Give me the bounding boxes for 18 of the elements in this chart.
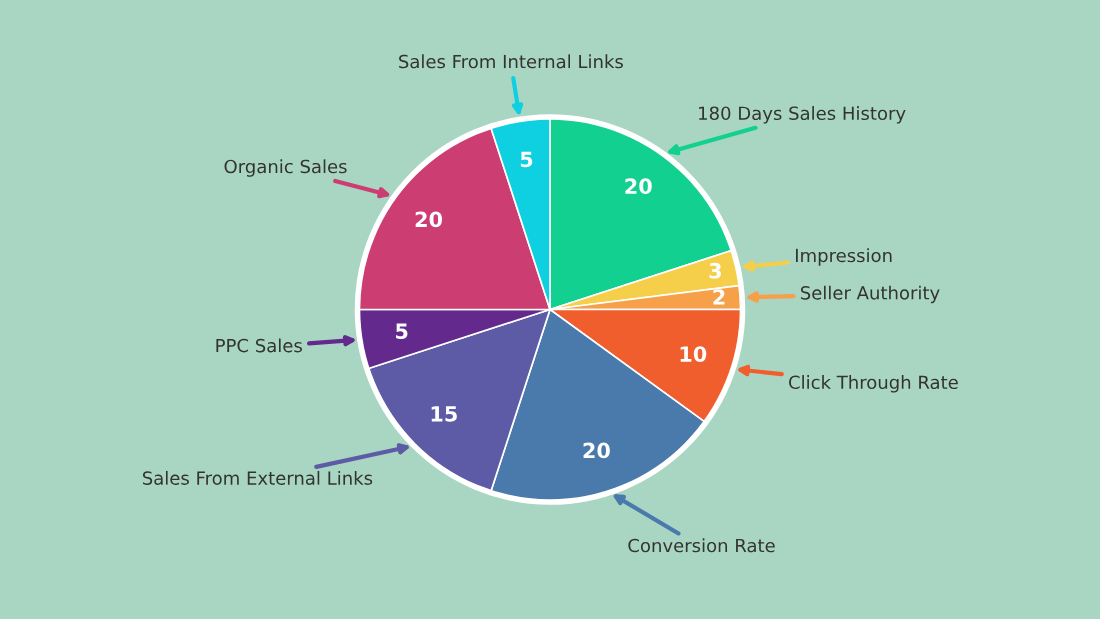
legend-label: Impression — [795, 248, 892, 266]
data-label: 20 — [583, 442, 610, 459]
slice-label: Organic Sales — [224, 159, 347, 177]
data-label: 20 — [415, 211, 443, 228]
data-label: 2 — [713, 289, 725, 305]
slice-label: Click Through Rate — [789, 375, 958, 393]
data-label: 20 — [625, 178, 652, 195]
data-label: 5 — [396, 323, 408, 340]
slice-label: Seller Authority — [800, 285, 940, 304]
data-label: 5 — [520, 151, 533, 168]
data-label: 15 — [431, 406, 457, 422]
slice-label: Sales From External Links — [142, 470, 373, 485]
slice-label: 180 Days Sales History — [699, 106, 906, 124]
slice-label: Conversion Rate — [628, 538, 775, 553]
data-label: 3 — [709, 262, 721, 279]
slice-label: PPC Sales — [216, 338, 302, 353]
slice-label: Sales From Internal Links — [399, 54, 623, 69]
data-label: 10 — [680, 346, 707, 362]
